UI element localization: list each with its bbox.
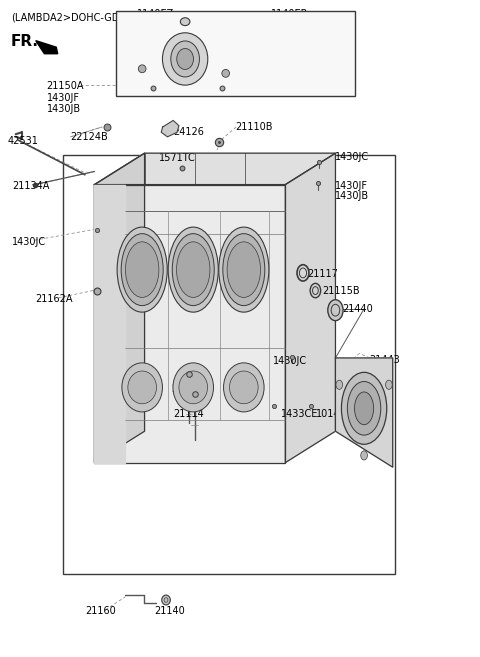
- Text: 42531: 42531: [7, 137, 38, 147]
- Bar: [63, 155, 395, 574]
- Text: 94750: 94750: [214, 63, 245, 73]
- Text: 1430JC: 1430JC: [336, 152, 370, 162]
- Ellipse shape: [172, 234, 214, 306]
- Ellipse shape: [229, 371, 258, 404]
- Ellipse shape: [223, 234, 265, 306]
- Text: 1433CE: 1433CE: [281, 409, 318, 419]
- Text: 21114A: 21114A: [171, 384, 208, 394]
- Ellipse shape: [117, 227, 167, 312]
- Ellipse shape: [222, 70, 229, 78]
- Ellipse shape: [125, 242, 159, 298]
- Polygon shape: [285, 153, 336, 463]
- Ellipse shape: [162, 595, 170, 605]
- Polygon shape: [36, 41, 58, 54]
- Text: 21110B: 21110B: [235, 122, 273, 132]
- Text: 21440: 21440: [343, 304, 373, 314]
- Polygon shape: [95, 153, 144, 463]
- Polygon shape: [95, 185, 124, 463]
- Text: 21162A: 21162A: [35, 294, 72, 304]
- Text: 1430JC: 1430JC: [12, 237, 46, 247]
- Ellipse shape: [128, 371, 156, 404]
- Ellipse shape: [138, 65, 146, 73]
- Text: 1430JB: 1430JB: [336, 191, 370, 201]
- Text: 1140ER: 1140ER: [271, 9, 309, 20]
- Text: 1430JF: 1430JF: [47, 93, 80, 103]
- Text: 1571TC: 1571TC: [159, 153, 196, 164]
- Ellipse shape: [385, 380, 392, 390]
- Ellipse shape: [177, 242, 210, 298]
- Text: 21150A: 21150A: [47, 81, 84, 91]
- Ellipse shape: [177, 49, 193, 70]
- Ellipse shape: [328, 300, 343, 321]
- Text: 1430JF: 1430JF: [336, 181, 369, 191]
- Ellipse shape: [224, 363, 264, 412]
- Text: 21117: 21117: [307, 269, 338, 279]
- Ellipse shape: [180, 18, 190, 26]
- Text: 1014CL: 1014CL: [316, 409, 353, 419]
- Ellipse shape: [171, 41, 199, 77]
- Text: 1430JB: 1430JB: [47, 104, 81, 114]
- Text: 1430JC: 1430JC: [274, 356, 308, 366]
- Ellipse shape: [122, 363, 162, 412]
- Text: 22124B: 22124B: [71, 132, 108, 142]
- Ellipse shape: [219, 227, 269, 312]
- Ellipse shape: [162, 33, 208, 85]
- Text: (LAMBDA2>DOHC-GDI): (LAMBDA2>DOHC-GDI): [11, 12, 126, 23]
- Text: 21134A: 21134A: [12, 181, 49, 191]
- Polygon shape: [95, 185, 285, 463]
- Ellipse shape: [336, 380, 343, 390]
- Text: 21140: 21140: [154, 606, 185, 616]
- Text: 21353R: 21353R: [118, 63, 156, 73]
- Text: 24126: 24126: [173, 127, 204, 137]
- Ellipse shape: [179, 371, 207, 404]
- Ellipse shape: [310, 283, 321, 298]
- Polygon shape: [161, 120, 179, 137]
- Ellipse shape: [121, 234, 163, 306]
- Text: 21160: 21160: [85, 606, 116, 616]
- Ellipse shape: [348, 382, 381, 435]
- Ellipse shape: [355, 392, 373, 424]
- Ellipse shape: [168, 227, 218, 312]
- Ellipse shape: [227, 242, 261, 298]
- Text: FR.: FR.: [11, 34, 39, 49]
- Ellipse shape: [341, 373, 387, 444]
- Text: 21114: 21114: [173, 409, 204, 419]
- Ellipse shape: [361, 451, 367, 460]
- Text: 21115B: 21115B: [322, 286, 360, 296]
- Ellipse shape: [173, 363, 214, 412]
- Polygon shape: [336, 358, 393, 467]
- Text: 1140EZ: 1140EZ: [137, 9, 175, 20]
- Polygon shape: [95, 153, 336, 185]
- Bar: [116, 11, 355, 97]
- Text: 21443: 21443: [369, 355, 399, 365]
